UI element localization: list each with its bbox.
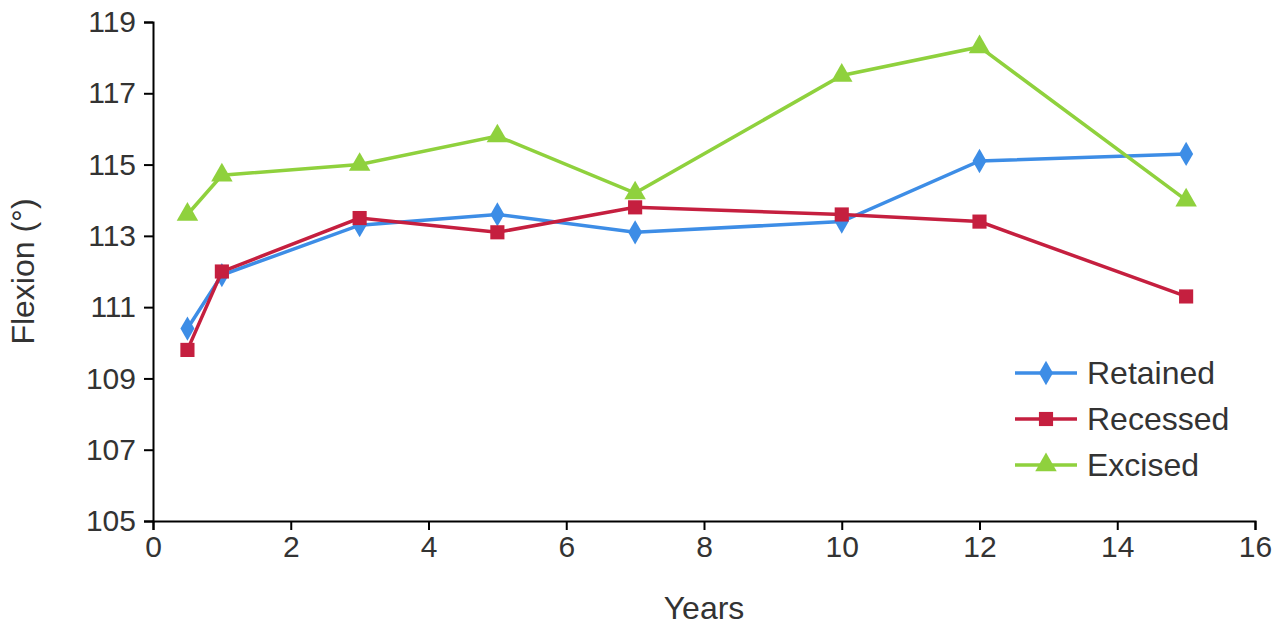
y-tick-mark <box>144 22 153 24</box>
x-tick-mark <box>290 521 292 530</box>
x-tick-label: 10 <box>826 530 859 563</box>
legend-label: Retained <box>1087 355 1215 391</box>
x-tick: 8 <box>696 521 713 563</box>
y-tick: 105 <box>86 504 153 537</box>
series-marker <box>1179 289 1193 303</box>
x-axis: 0 2 4 6 8 10 12 14 16 <box>145 521 1272 563</box>
x-tick-mark <box>428 521 430 530</box>
y-tick-label: 115 <box>88 148 136 181</box>
plot-area: 0 2 4 6 8 10 12 14 16 105 107 109 111 113 115 117 119 <box>86 5 1272 563</box>
y-tick-label: 117 <box>88 76 136 109</box>
series-marker <box>1175 188 1196 207</box>
x-tick-label: 0 <box>145 530 162 563</box>
y-axis-line <box>144 23 154 522</box>
y-tick: 117 <box>88 76 153 109</box>
series-marker <box>628 200 642 214</box>
x-tick: 10 <box>826 521 859 563</box>
series-marker <box>972 149 986 173</box>
series <box>177 35 1197 221</box>
series-line <box>187 47 1186 215</box>
x-tick-label: 12 <box>963 530 996 563</box>
legend-marker <box>1039 361 1053 385</box>
y-tick: 107 <box>86 433 153 466</box>
x-tick: 14 <box>1101 521 1134 563</box>
y-axis: 105 107 109 111 113 115 117 119 <box>86 5 154 537</box>
x-tick: 12 <box>963 521 996 563</box>
series-marker <box>969 35 990 54</box>
x-tick: 2 <box>283 521 300 563</box>
series-marker <box>177 202 198 221</box>
x-tick-mark <box>566 521 568 530</box>
series-marker <box>215 264 229 278</box>
x-tick-mark <box>1255 521 1257 530</box>
y-tick: 109 <box>86 362 153 395</box>
series-marker <box>211 163 232 182</box>
y-tick-mark <box>144 164 153 166</box>
x-tick-label: 6 <box>558 530 575 563</box>
x-tick-label: 16 <box>1239 530 1272 563</box>
y-tick-mark <box>144 378 153 380</box>
y-tick-label: 111 <box>90 290 136 323</box>
series-marker <box>972 215 986 229</box>
y-tick-mark <box>144 235 153 237</box>
y-tick-label: 113 <box>88 219 136 252</box>
x-tick: 6 <box>558 521 575 563</box>
data-layer <box>177 35 1197 357</box>
series-marker <box>353 211 367 225</box>
series-marker <box>180 343 194 357</box>
x-tick-label: 14 <box>1101 530 1134 563</box>
y-tick: 115 <box>88 148 153 181</box>
y-tick-label: 109 <box>86 362 136 395</box>
x-tick-mark <box>1117 521 1119 530</box>
legend-item: Excised <box>1015 447 1199 483</box>
y-tick-label: 119 <box>88 5 136 38</box>
x-tick-mark <box>704 521 706 530</box>
x-tick: 16 <box>1239 521 1272 563</box>
y-tick-mark <box>144 307 153 309</box>
x-tick-mark <box>841 521 843 530</box>
y-tick: 111 <box>90 290 153 323</box>
y-tick-mark <box>144 449 153 451</box>
x-tick: 0 <box>145 521 162 563</box>
series <box>180 200 1193 357</box>
x-tick-mark <box>979 521 981 530</box>
y-tick: 119 <box>88 5 153 38</box>
legend: Retained Recessed Excised <box>1015 355 1229 483</box>
series-marker <box>1179 142 1193 166</box>
x-tick-label: 4 <box>421 530 438 563</box>
series-marker <box>624 181 645 200</box>
legend-label: Excised <box>1087 447 1199 483</box>
y-tick-label: 105 <box>86 504 136 537</box>
y-tick-label: 107 <box>86 433 136 466</box>
series-line <box>187 207 1186 350</box>
y-tick-mark <box>144 93 153 95</box>
legend-item: Recessed <box>1015 401 1229 437</box>
chart: 0 2 4 6 8 10 12 14 16 105 107 109 111 113 115 117 119 Yea… <box>0 0 1280 629</box>
legend-marker <box>1039 412 1053 426</box>
legend-label: Recessed <box>1087 401 1229 437</box>
y-tick: 113 <box>88 219 153 252</box>
x-tick-label: 8 <box>696 530 713 563</box>
legend-marker <box>1035 453 1056 472</box>
x-tick-label: 2 <box>283 530 300 563</box>
series-marker <box>490 202 504 226</box>
series-marker <box>835 207 849 221</box>
x-axis-line <box>154 522 1256 531</box>
series-marker <box>628 220 642 244</box>
series-marker <box>831 63 852 82</box>
y-axis-title: Flexion (°) <box>5 198 41 344</box>
series-marker <box>490 225 504 239</box>
series-marker <box>487 124 508 143</box>
x-axis-title: Years <box>664 590 745 626</box>
legend-item: Retained <box>1015 355 1215 391</box>
x-tick: 4 <box>421 521 438 563</box>
y-tick-mark <box>144 521 153 523</box>
series-marker <box>349 152 370 171</box>
series <box>180 142 1193 341</box>
